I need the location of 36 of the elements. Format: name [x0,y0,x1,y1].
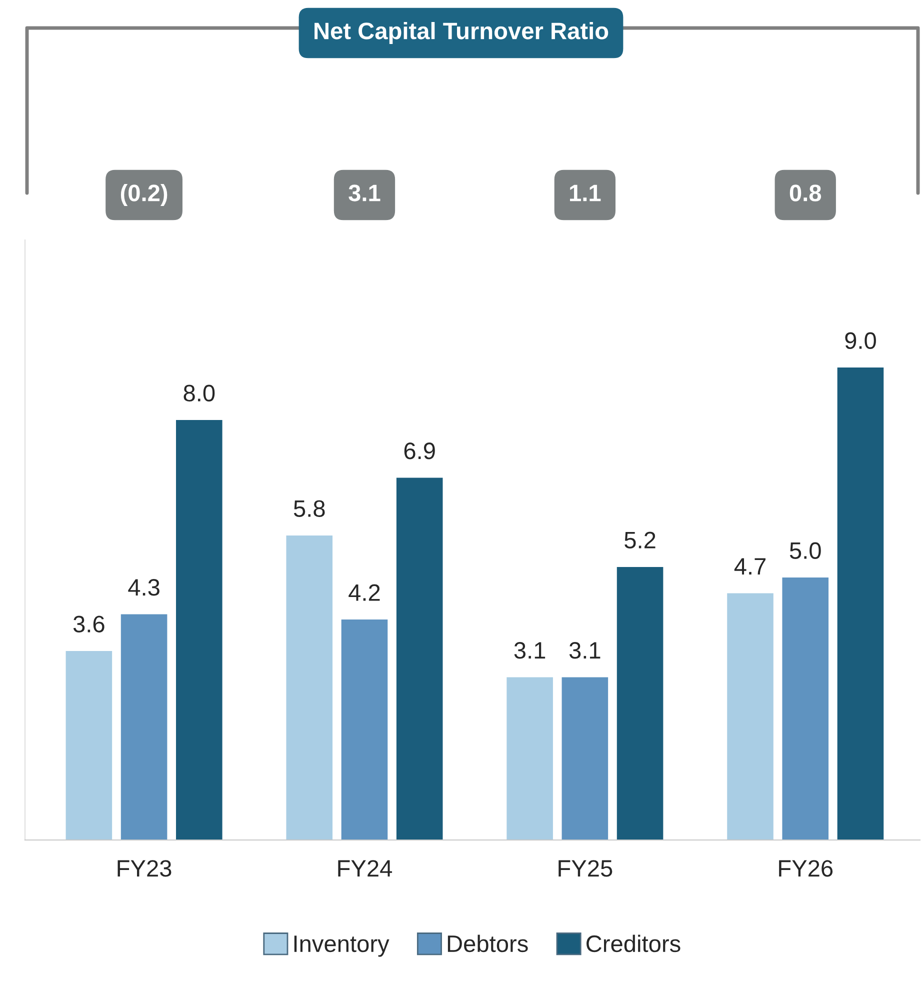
data-label: 5.2 [624,532,656,548]
data-label: 3.1 [569,642,600,659]
bar [727,593,774,840]
x-tick-label: FY24 [338,860,392,877]
legend-label: Creditors [586,934,680,952]
bar [616,567,664,840]
chart-title: Net Capital Turnover Ratio [314,22,608,44]
data-label: 5.0 [790,542,821,559]
text: 3.1 [348,184,380,202]
bar [66,651,112,840]
text: 0.8 [790,184,822,202]
bar [396,478,443,840]
bar [837,368,884,840]
x-tick-label: FY26 [779,860,833,877]
data-label: 9.0 [845,332,876,350]
bar [341,620,388,840]
legend-label: Debtors [448,934,528,952]
bar [176,420,222,840]
data-label: 3.6 [73,616,104,632]
data-label: 5.8 [294,500,325,517]
text: 1.1 [570,184,601,202]
bar [506,677,553,840]
bar [562,677,608,840]
data-label: 6.9 [404,442,435,460]
data-label: 4.2 [348,584,380,601]
bar [782,578,829,840]
bar [120,614,168,840]
x-tick-label: FY23 [118,860,172,877]
bar [286,536,333,840]
data-label: 4.3 [128,579,160,596]
x-tick-label: FY25 [558,860,612,877]
text: (0.2) [120,184,168,206]
data-label: 3.1 [514,642,546,659]
legend-label: Inventory [294,936,390,957]
data-label: 8.0 [184,384,215,402]
data-label: 4.7 [734,558,766,574]
